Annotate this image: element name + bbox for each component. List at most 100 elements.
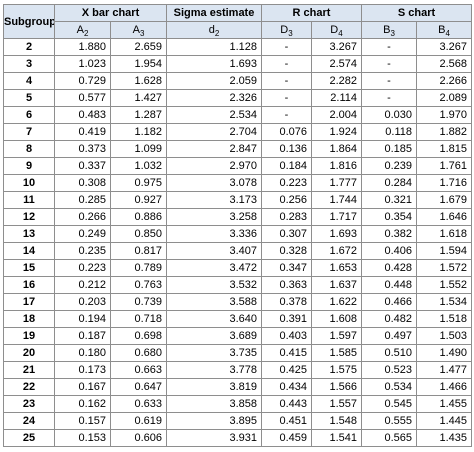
cell-a3: 0.886 <box>110 208 167 226</box>
cell-b3: 0.497 <box>361 327 417 345</box>
cell-a3: 0.763 <box>110 276 167 294</box>
cell-b3: 0.565 <box>361 429 417 447</box>
cell-b4: 1.761 <box>415 157 473 175</box>
cell-d3: 0.283 <box>261 208 312 226</box>
cell-subgroup: 12 <box>3 208 55 226</box>
cell-d4: 1.637 <box>311 276 362 294</box>
cell-subgroup: 17 <box>3 293 55 311</box>
cell-a3: 0.975 <box>110 174 167 192</box>
cell-a3: 0.663 <box>110 361 167 379</box>
cell-d2: 3.640 <box>166 310 262 328</box>
cell-d3: 0.451 <box>261 412 312 430</box>
cell-a2: 0.285 <box>54 191 111 209</box>
cell-d4: 1.672 <box>311 242 362 260</box>
cell-d4: 1.557 <box>311 395 362 413</box>
cell-b4: 1.552 <box>415 276 473 294</box>
cell-a3: 1.427 <box>110 89 167 107</box>
cell-subgroup: 6 <box>3 106 55 124</box>
table-row: 10 0.308 0.975 3.078 0.223 1.777 0.284 1.716 <box>3 174 473 192</box>
cell-a2: 0.235 <box>54 242 111 260</box>
table-row: 8 0.373 1.099 2.847 0.136 1.864 0.185 1.815 <box>3 140 473 158</box>
cell-subgroup: 2 <box>3 38 55 56</box>
cell-b3: 0.185 <box>361 140 417 158</box>
cell-a3: 0.789 <box>110 259 167 277</box>
table-row: 12 0.266 0.886 3.258 0.283 1.717 0.354 1.646 <box>3 208 473 226</box>
cell-a3: 0.739 <box>110 293 167 311</box>
cell-a3: 0.633 <box>110 395 167 413</box>
cell-b4: 1.445 <box>415 412 473 430</box>
cell-b3: 0.239 <box>361 157 417 175</box>
x-bar-chart-header: X bar chart <box>54 4 167 22</box>
table-row: 23 0.162 0.633 3.858 0.443 1.557 0.545 1.455 <box>3 395 473 413</box>
cell-b4: 1.716 <box>415 174 473 192</box>
cell-subgroup: 22 <box>3 378 55 396</box>
constant-header-d4: D4 <box>311 21 362 39</box>
cell-b4: 1.646 <box>415 208 473 226</box>
cell-d4: 1.541 <box>311 429 362 447</box>
cell-b4: 1.882 <box>415 123 473 141</box>
cell-b3: 0.354 <box>361 208 417 226</box>
cell-b3: - <box>361 89 417 107</box>
cell-b4: 2.089 <box>415 89 473 107</box>
table-row: 17 0.203 0.739 3.588 0.378 1.622 0.466 1.534 <box>3 293 473 311</box>
cell-b3: 0.030 <box>361 106 417 124</box>
cell-b3: 0.428 <box>361 259 417 277</box>
table-row: 9 0.337 1.032 2.970 0.184 1.816 0.239 1.761 <box>3 157 473 175</box>
cell-subgroup: 24 <box>3 412 55 430</box>
cell-d2: 3.895 <box>166 412 262 430</box>
cell-b3: 0.534 <box>361 378 417 396</box>
constant-header-a3: A3 <box>110 21 167 39</box>
cell-d4: 1.924 <box>311 123 362 141</box>
cell-b3: 0.523 <box>361 361 417 379</box>
cell-b4: 1.618 <box>415 225 473 243</box>
cell-subgroup: 9 <box>3 157 55 175</box>
cell-d3: 0.307 <box>261 225 312 243</box>
constant-header-d3: D3 <box>261 21 312 39</box>
cell-d2: 3.689 <box>166 327 262 345</box>
cell-d2: 3.336 <box>166 225 262 243</box>
cell-d2: 2.970 <box>166 157 262 175</box>
cell-d3: 0.347 <box>261 259 312 277</box>
cell-d4: 2.004 <box>311 106 362 124</box>
cell-a3: 1.182 <box>110 123 167 141</box>
table-row: 24 0.157 0.619 3.895 0.451 1.548 0.555 1.445 <box>3 412 473 430</box>
cell-d3: - <box>261 106 312 124</box>
cell-a2: 0.337 <box>54 157 111 175</box>
cell-b4: 1.679 <box>415 191 473 209</box>
cell-d3: 0.363 <box>261 276 312 294</box>
cell-d4: 1.608 <box>311 310 362 328</box>
cell-d2: 3.858 <box>166 395 262 413</box>
cell-a2: 0.187 <box>54 327 111 345</box>
cell-d4: 1.816 <box>311 157 362 175</box>
cell-subgroup: 20 <box>3 344 55 362</box>
cell-d2: 3.735 <box>166 344 262 362</box>
table-row: 13 0.249 0.850 3.336 0.307 1.693 0.382 1.618 <box>3 225 473 243</box>
cell-a2: 1.880 <box>54 38 111 56</box>
cell-d4: 1.622 <box>311 293 362 311</box>
cell-d2: 3.078 <box>166 174 262 192</box>
cell-d2: 3.173 <box>166 191 262 209</box>
cell-b3: - <box>361 38 417 56</box>
cell-a2: 0.157 <box>54 412 111 430</box>
cell-a2: 0.194 <box>54 310 111 328</box>
cell-d3: 0.076 <box>261 123 312 141</box>
cell-b4: 1.477 <box>415 361 473 379</box>
cell-subgroup: 4 <box>3 72 55 90</box>
cell-b4: 1.455 <box>415 395 473 413</box>
table-row: 4 0.729 1.628 2.059-2.282-2.266 <box>3 72 473 90</box>
cell-b3: - <box>361 72 417 90</box>
s-chart-header: S chart <box>360 4 473 22</box>
cell-b3: 0.448 <box>361 276 417 294</box>
cell-a3: 1.099 <box>110 140 167 158</box>
cell-d4: 1.585 <box>311 344 362 362</box>
table-row: 22 0.167 0.647 3.819 0.434 1.566 0.534 1.466 <box>3 378 473 396</box>
cell-a3: 0.718 <box>110 310 167 328</box>
cell-b3: 0.284 <box>361 174 417 192</box>
cell-a2: 0.180 <box>54 344 111 362</box>
cell-d2: 2.326 <box>166 89 262 107</box>
table-row: 6 0.483 1.287 2.534-2.004 0.030 1.970 <box>3 106 473 124</box>
cell-a2: 0.266 <box>54 208 111 226</box>
cell-a3: 0.606 <box>110 429 167 447</box>
cell-subgroup: 13 <box>3 225 55 243</box>
cell-a2: 0.249 <box>54 225 111 243</box>
